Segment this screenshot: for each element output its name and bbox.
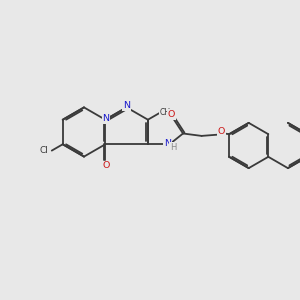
Text: CH₃: CH₃ [160, 108, 174, 117]
Text: O: O [102, 161, 110, 170]
Text: O: O [168, 110, 175, 119]
Text: N: N [102, 114, 110, 123]
Text: O: O [218, 127, 225, 136]
Text: N: N [123, 101, 130, 110]
Text: H: H [169, 143, 176, 152]
Text: Cl: Cl [40, 146, 49, 154]
Text: N: N [164, 139, 171, 148]
